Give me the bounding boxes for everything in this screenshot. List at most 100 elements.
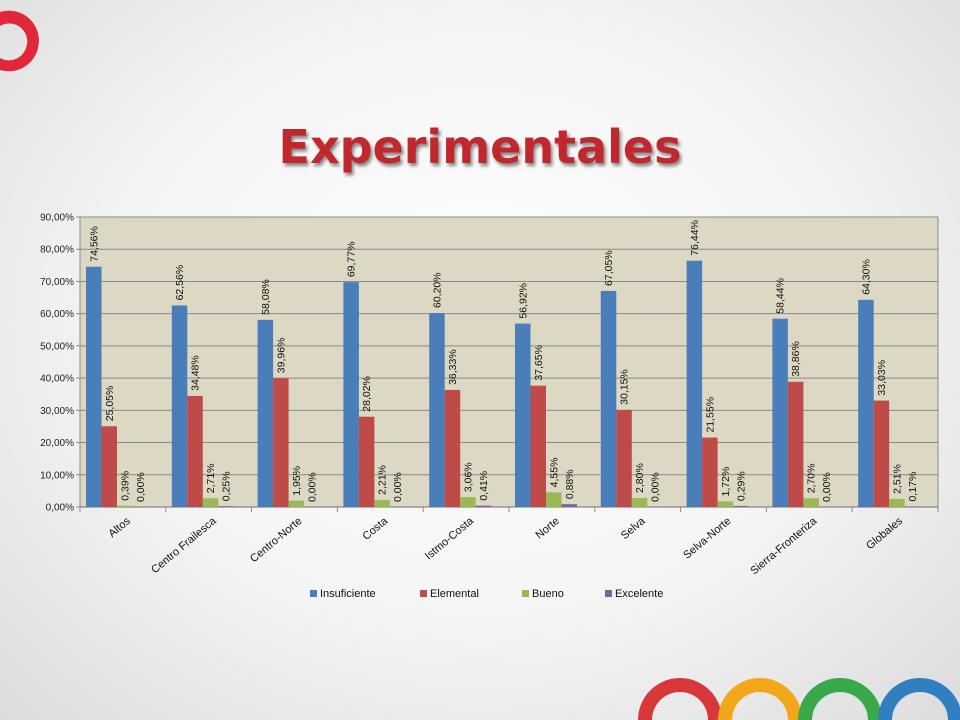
legend-label: Insuficiente bbox=[320, 588, 376, 600]
y-tick-label: 60,00% bbox=[40, 309, 74, 320]
bar-elemental bbox=[444, 389, 461, 507]
bar-insuficiente bbox=[86, 266, 102, 507]
bar-elemental bbox=[787, 381, 804, 507]
data-label: 64,30% bbox=[860, 259, 872, 295]
data-label: 4,55% bbox=[548, 458, 560, 488]
bars bbox=[86, 260, 921, 507]
legend-swatch bbox=[420, 590, 427, 597]
data-label: 0,00% bbox=[650, 472, 662, 502]
x-tick-label: Selva-Norte bbox=[681, 515, 733, 562]
data-label: 0,39% bbox=[119, 471, 131, 501]
y-tick-label: 50,00% bbox=[40, 341, 74, 352]
bar-elemental bbox=[101, 426, 117, 507]
data-label: 3,06% bbox=[462, 462, 474, 492]
bar-insuficiente bbox=[772, 318, 788, 507]
bar-bueno bbox=[374, 499, 390, 507]
data-label: 69,77% bbox=[346, 242, 358, 278]
bar-bueno bbox=[460, 497, 476, 507]
bar-bueno bbox=[117, 505, 133, 507]
bar-bueno bbox=[889, 498, 905, 507]
bar-excelente bbox=[904, 506, 921, 507]
x-tick-label: Istmo-Costa bbox=[423, 515, 477, 563]
data-label: 58,44% bbox=[775, 278, 787, 314]
data-label: 2,70% bbox=[806, 464, 818, 494]
bar-insuficiente bbox=[171, 305, 188, 507]
data-label: 0,00% bbox=[821, 472, 833, 502]
data-label: 0,41% bbox=[478, 471, 490, 501]
data-label: 60,20% bbox=[431, 272, 443, 308]
legend: Insuficiente Elemental Bueno Excelente bbox=[310, 588, 663, 600]
bar-elemental bbox=[530, 385, 546, 507]
bar-excelente bbox=[218, 506, 234, 507]
data-label: 37,65% bbox=[533, 345, 545, 381]
bar-elemental bbox=[702, 437, 718, 507]
x-tick-label: Altos bbox=[106, 515, 133, 540]
bar-bueno bbox=[202, 498, 219, 507]
data-label: 74,56% bbox=[88, 226, 100, 262]
legend-swatch bbox=[310, 590, 317, 597]
data-label: 76,44% bbox=[689, 220, 701, 256]
y-tick-label: 90,00% bbox=[40, 213, 74, 224]
x-tick-label: Centro-Norte bbox=[248, 515, 304, 565]
legend-label: Excelente bbox=[615, 588, 663, 600]
x-tick-label: Centro Frailesca bbox=[149, 515, 219, 577]
data-label: 0,88% bbox=[564, 469, 576, 499]
bar-insuficiente bbox=[343, 282, 359, 507]
y-tick-label: 80,00% bbox=[40, 245, 74, 256]
data-label: 0,25% bbox=[221, 471, 233, 501]
data-label: 33,03% bbox=[876, 360, 888, 396]
data-label: 0,00% bbox=[392, 472, 404, 502]
bar-elemental bbox=[358, 416, 375, 507]
data-label: 39,96% bbox=[275, 338, 287, 374]
bar-elemental bbox=[187, 395, 203, 507]
bar-bueno bbox=[631, 497, 648, 507]
bar-elemental bbox=[873, 400, 890, 507]
data-label: 30,15% bbox=[619, 369, 631, 405]
bar-excelente bbox=[733, 506, 749, 507]
data-label: 38,86% bbox=[790, 341, 802, 377]
data-label: 2,80% bbox=[634, 463, 646, 493]
bar-bueno bbox=[288, 500, 305, 507]
data-label: 36,33% bbox=[447, 349, 459, 385]
legend-label: Elemental bbox=[430, 588, 479, 600]
x-tick-label: Norte bbox=[534, 515, 562, 541]
data-labels: 74,56% 62,56% 58,08% 69,77% 60,20% 56,92% 67,0… bbox=[88, 220, 919, 502]
data-label: 1,95% bbox=[291, 466, 303, 496]
bar-bueno bbox=[803, 498, 819, 507]
slide-title: Experimentales bbox=[278, 120, 682, 174]
data-label: 1,72% bbox=[720, 467, 732, 497]
data-label: 2,71% bbox=[205, 463, 217, 493]
legend-swatch bbox=[605, 590, 612, 597]
legend-swatch bbox=[522, 590, 529, 597]
bar-bueno bbox=[717, 501, 734, 507]
data-label: 0,00% bbox=[306, 472, 318, 502]
data-label: 62,56% bbox=[174, 265, 186, 301]
bar-excelente bbox=[475, 505, 492, 507]
bar-insuficiente bbox=[600, 290, 617, 507]
x-axis-ticks: Altos Centro Frailesca Centro-Norte Costa Is… bbox=[106, 515, 905, 578]
x-tick-label: Selva bbox=[619, 515, 648, 542]
data-label: 34,48% bbox=[190, 355, 202, 391]
data-label: 25,05% bbox=[104, 386, 116, 422]
data-label: 21,55% bbox=[704, 397, 716, 433]
data-label: 28,02% bbox=[361, 376, 373, 412]
bar-insuficiente bbox=[257, 319, 274, 507]
legend-label: Bueno bbox=[532, 588, 564, 600]
data-label: 0,00% bbox=[135, 472, 147, 502]
bar-insuficiente bbox=[515, 323, 531, 507]
bar-elemental bbox=[616, 409, 632, 507]
data-label: 56,92% bbox=[517, 283, 529, 319]
y-tick-label: 30,00% bbox=[40, 406, 74, 417]
y-tick-label: 40,00% bbox=[40, 374, 74, 385]
data-label: 58,08% bbox=[260, 279, 272, 315]
bar-insuficiente bbox=[429, 313, 445, 507]
x-tick-label: Globales bbox=[864, 515, 905, 552]
y-tick-label: 10,00% bbox=[40, 470, 74, 481]
data-label: 0,29% bbox=[735, 471, 747, 501]
y-axis-ticks: 0,00% 10,00% 20,00% 30,00% 40,00% 50,00% 60,00… bbox=[40, 213, 74, 514]
data-label: 0,17% bbox=[907, 472, 919, 502]
y-tick-label: 70,00% bbox=[40, 277, 74, 288]
bar-insuficiente bbox=[858, 299, 874, 507]
bar-bueno bbox=[546, 492, 562, 507]
